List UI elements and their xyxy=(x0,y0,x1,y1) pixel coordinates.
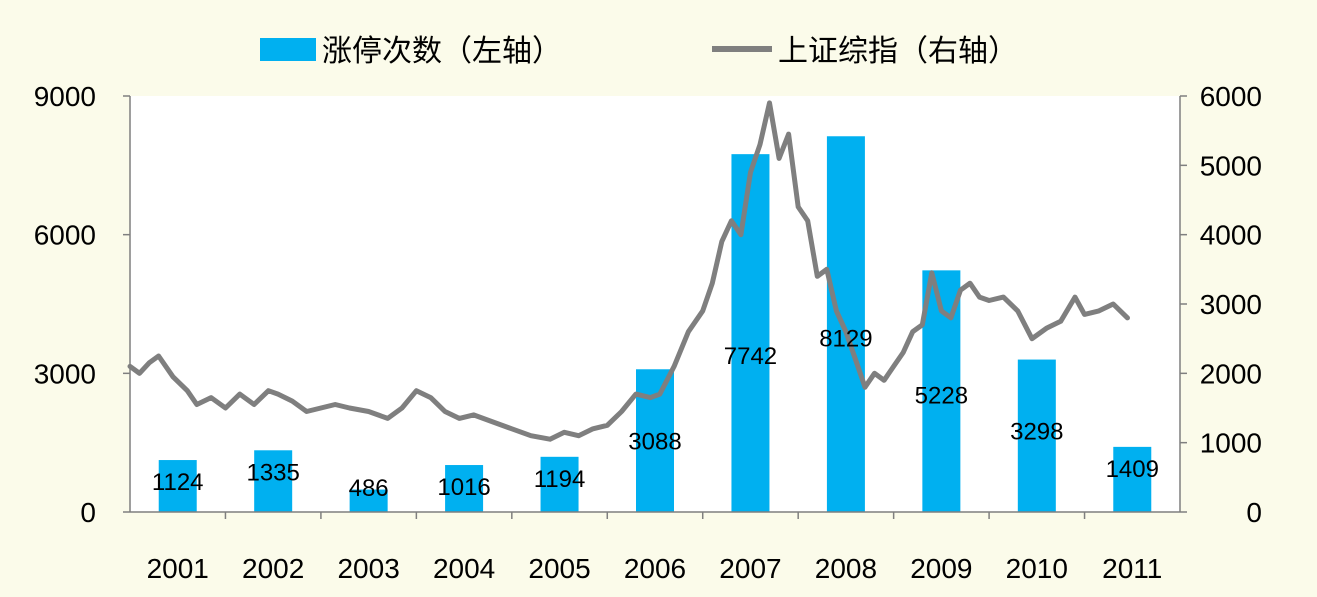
x-tick-2009: 2009 xyxy=(910,553,972,584)
left-tick-3000: 3000 xyxy=(34,358,96,389)
data-label-2001: 1124 xyxy=(152,469,204,496)
left-tick-9000: 9000 xyxy=(34,81,96,112)
x-tick-2004: 2004 xyxy=(433,553,495,584)
data-label-2007: 7742 xyxy=(724,343,777,370)
legend-bar-swatch xyxy=(260,38,316,61)
data-label-2002: 1335 xyxy=(246,459,299,486)
x-tick-2007: 2007 xyxy=(719,553,781,584)
x-tick-2011: 2011 xyxy=(1102,553,1162,584)
right-tick-0: 0 xyxy=(1246,497,1262,528)
bar-2008 xyxy=(826,136,865,512)
line-series xyxy=(127,100,1130,442)
x-tick-2006: 2006 xyxy=(624,553,686,584)
data-label-2005: 1194 xyxy=(534,466,586,493)
left-axis-ticks: 0 3000 6000 9000 xyxy=(34,81,130,528)
bar-2004 xyxy=(445,465,484,512)
bar-series xyxy=(158,136,1152,512)
left-tick-0: 0 xyxy=(80,497,96,528)
x-tick-2001: 2001 xyxy=(147,553,209,584)
x-axis-ticks: 2001 2002 2003 2004 2005 2006 2007 2008 2009 2010… xyxy=(147,553,1163,584)
right-tick-6000: 6000 xyxy=(1200,81,1262,112)
x-tick-2002: 2002 xyxy=(242,553,304,584)
bar-2006 xyxy=(636,369,674,512)
line-shanghai-composite xyxy=(127,100,1130,442)
data-label-2006: 3088 xyxy=(628,428,681,455)
bar-2001 xyxy=(158,460,197,512)
bar-2005 xyxy=(540,456,579,512)
x-tick-2005: 2005 xyxy=(528,553,590,584)
right-tick-2000: 2000 xyxy=(1200,358,1262,389)
data-label-2004: 1016 xyxy=(437,474,490,501)
bar-2010 xyxy=(1017,359,1056,512)
legend-bar-label: 涨停次数（左轴） xyxy=(322,34,562,69)
data-labels: 1124 1335 486 1016 1194 3088 7742 8129 5228 3298 1… xyxy=(152,325,1159,502)
data-label-2011: 1409 xyxy=(1106,456,1159,483)
x-tick-2008: 2008 xyxy=(815,553,877,584)
right-tick-4000: 4000 xyxy=(1200,220,1262,251)
bar-2007 xyxy=(731,154,770,512)
legend-line-label: 上证综指（右轴） xyxy=(778,34,1018,69)
data-label-2008: 8129 xyxy=(819,325,872,352)
right-tick-5000: 5000 xyxy=(1200,150,1262,181)
legend: 涨停次数（左轴） 上证综指（右轴） xyxy=(260,34,1018,69)
data-label-2003: 486 xyxy=(349,475,389,502)
bar-2003 xyxy=(349,489,388,512)
bar-2011 xyxy=(1113,446,1152,512)
data-label-2009: 5228 xyxy=(915,382,968,409)
right-tick-1000: 1000 xyxy=(1200,428,1262,459)
right-axis-ticks: 0 1000 2000 3000 4000 5000 6000 xyxy=(1180,81,1262,528)
right-tick-3000: 3000 xyxy=(1200,289,1262,320)
data-label-2010: 3298 xyxy=(1010,419,1063,446)
x-tick-2003: 2003 xyxy=(337,553,399,584)
left-tick-6000: 6000 xyxy=(34,220,96,251)
x-tick-2010: 2010 xyxy=(1006,553,1068,584)
bar-2002 xyxy=(254,450,293,512)
